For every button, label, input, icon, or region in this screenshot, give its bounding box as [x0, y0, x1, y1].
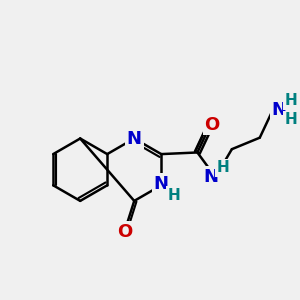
Text: H: H: [285, 112, 297, 127]
Text: N: N: [127, 130, 142, 148]
Text: N: N: [203, 168, 218, 186]
Text: O: O: [205, 116, 220, 134]
Text: H: H: [285, 93, 297, 108]
Text: N: N: [154, 175, 169, 193]
Text: H: H: [167, 188, 180, 203]
Text: H: H: [216, 160, 229, 175]
Text: N: N: [271, 101, 286, 119]
Text: O: O: [117, 223, 132, 241]
